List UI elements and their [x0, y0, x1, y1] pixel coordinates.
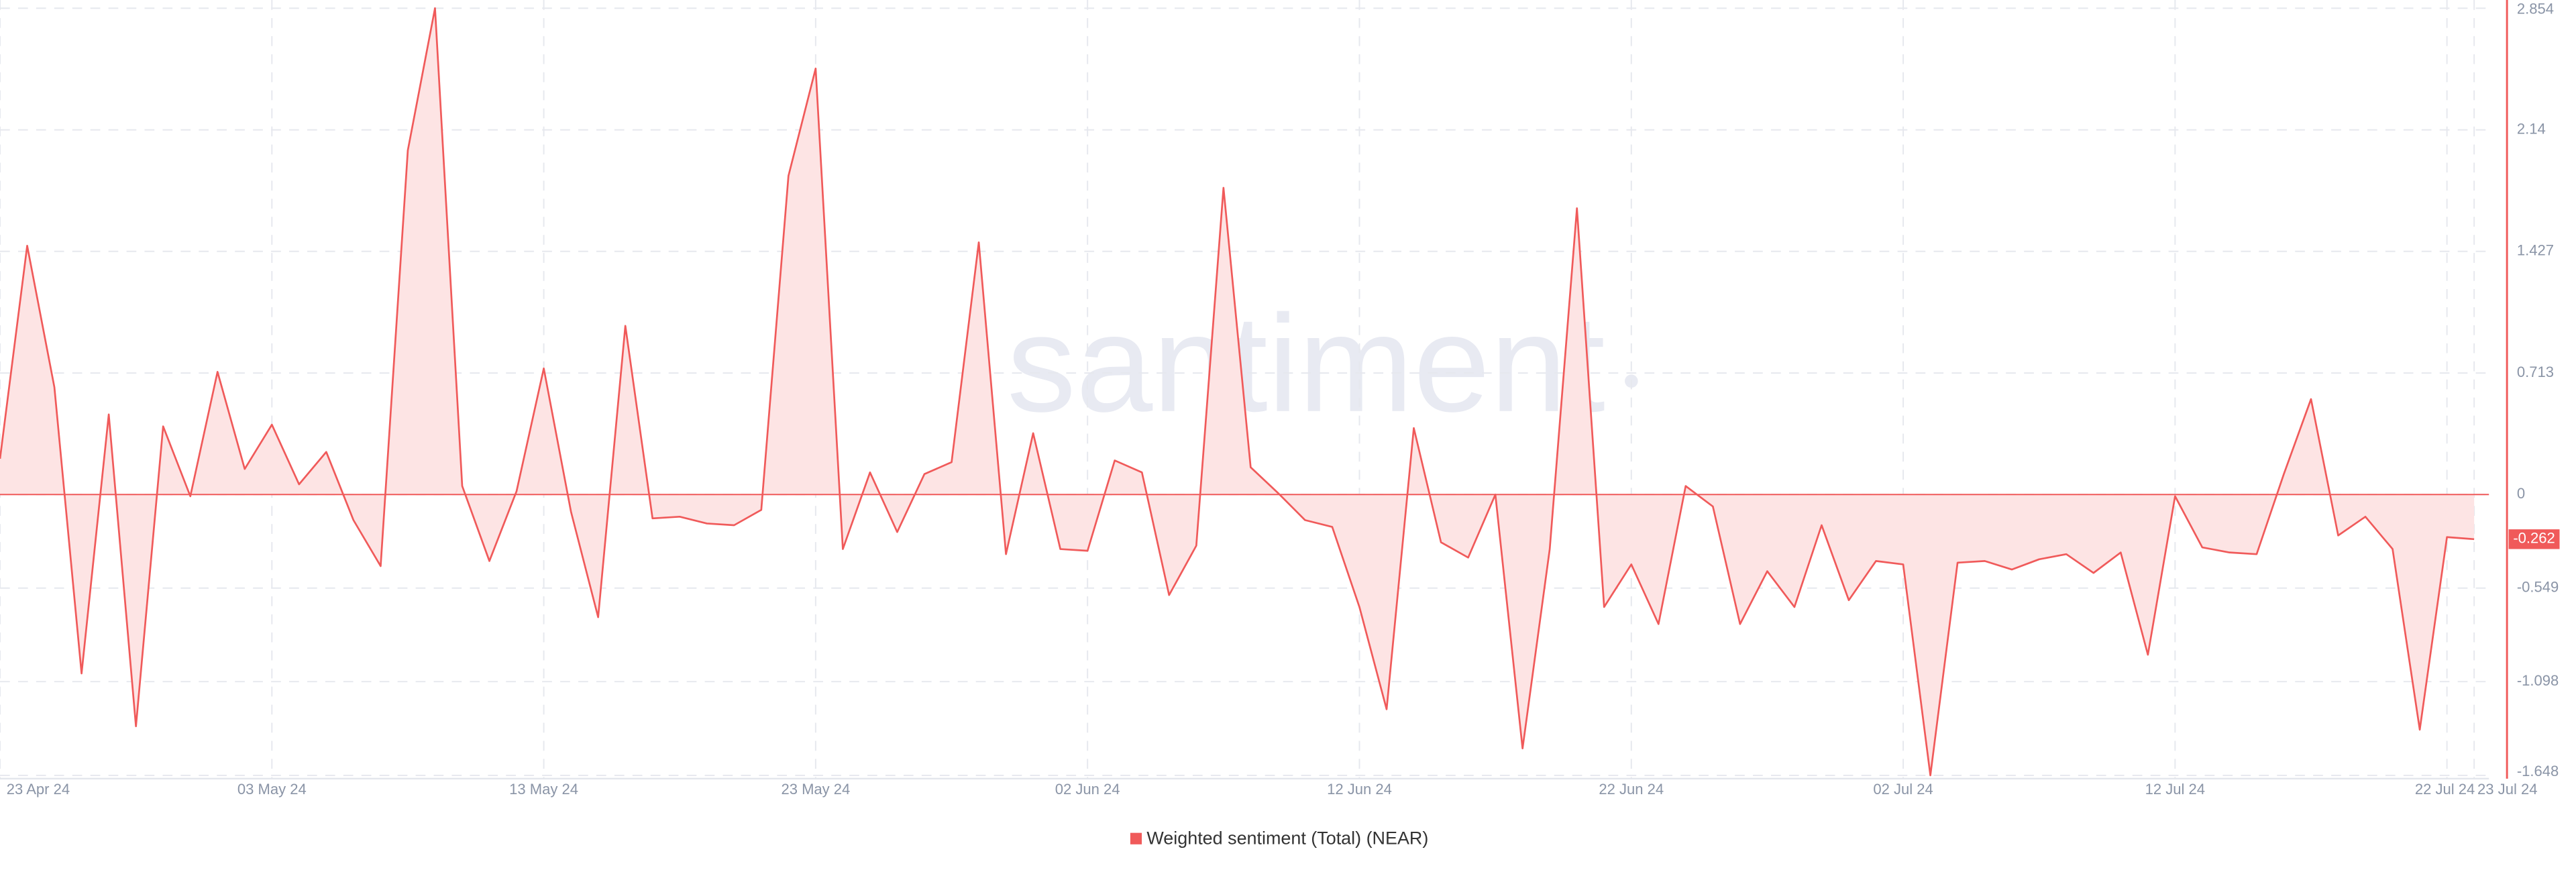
y-tick-label: -1.648 [2517, 763, 2559, 779]
last-value-label: -0.262 [2513, 530, 2555, 547]
x-tick-label: 22 Jul 24 [2415, 781, 2475, 798]
y-tick-label: -0.549 [2517, 579, 2559, 596]
legend-label: Weighted sentiment (Total) (NEAR) [1146, 828, 1428, 849]
x-tick-label: 02 Jul 24 [1873, 781, 1933, 798]
x-tick-label: 22 Jun 24 [1599, 781, 1664, 798]
area [0, 8, 2475, 775]
x-tick-label: 03 May 24 [237, 781, 307, 798]
y-tick-label: 2.14 [2517, 120, 2546, 137]
x-tick-label: 02 Jun 24 [1055, 781, 1120, 798]
y-tick-label: 0.713 [2517, 364, 2554, 380]
y-tick-label: 2.854 [2517, 1, 2554, 17]
x-tick-label: 12 Jul 24 [2145, 781, 2205, 798]
x-tick-label: 23 May 24 [781, 781, 850, 798]
x-tick-label: 23 Jul 24 [2477, 781, 2537, 798]
x-tick-label: 13 May 24 [509, 781, 578, 798]
legend-swatch [1130, 832, 1142, 844]
line [0, 7, 2475, 777]
last-value-badge [2508, 529, 2560, 549]
x-tick-label: 23 Apr 24 [7, 781, 70, 798]
x-tick-label: 12 Jun 24 [1327, 781, 1392, 798]
y-tick-label: -1.098 [2517, 672, 2559, 689]
y-tick-label: 0 [2517, 485, 2525, 502]
y-tick-label: 1.427 [2517, 242, 2554, 259]
watermark: santiment [1007, 286, 1605, 441]
